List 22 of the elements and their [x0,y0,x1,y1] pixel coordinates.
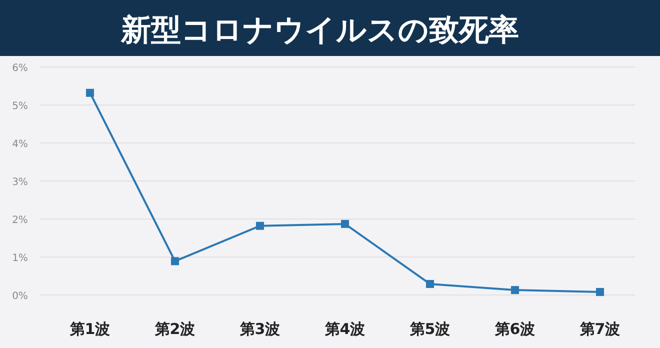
point [86,88,94,97]
point [511,286,519,294]
x-tick-label: 第6波 [494,320,536,338]
y-tick-label: 0% [12,291,28,302]
y-tick-label: 1% [12,253,28,264]
x-tick-label: 第5波 [408,320,450,338]
x-tick-label: 第2波 [154,320,196,338]
point [341,220,349,228]
x-tick-label: 第3波 [238,320,280,338]
y-tick-label: 2% [12,215,28,226]
x-tick-label: 第7波 [578,320,620,338]
x-tick-label: 第1波 [68,320,110,338]
y-tick-label: 3% [12,177,28,188]
point [171,257,179,266]
y-tick-label: 4% [12,139,28,150]
y-tick-label: 6% [12,63,28,74]
point [596,288,604,296]
y-tick-label: 5% [12,101,28,112]
chart-title: 新型コロナウイルスの致死率 [120,13,519,48]
point [426,280,434,288]
x-tick-label: 第4波 [324,320,366,338]
point [256,222,264,230]
